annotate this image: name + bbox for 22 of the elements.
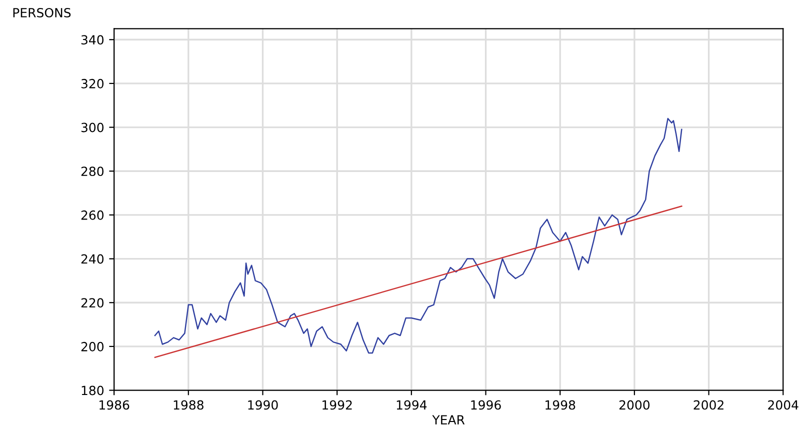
x-tick-label: 1994 bbox=[396, 400, 427, 410]
line-series bbox=[154, 118, 682, 354]
y-tick-label: 260 bbox=[81, 210, 104, 220]
y-tick-label: 220 bbox=[81, 298, 104, 308]
x-tick-label: 1988 bbox=[174, 400, 204, 410]
x-tick-label: 1986 bbox=[100, 400, 130, 410]
x-tick-label: 1998 bbox=[546, 400, 576, 410]
x-axis-title: YEAR bbox=[432, 415, 465, 424]
y-tick-label: 240 bbox=[81, 254, 104, 264]
x-tick-label: 2002 bbox=[694, 400, 724, 410]
y-axis-title: PERSONS bbox=[13, 8, 71, 18]
y-tick-label: 280 bbox=[81, 166, 104, 176]
y-tick-label: 200 bbox=[81, 342, 104, 352]
x-tick-label: 1990 bbox=[248, 400, 278, 410]
y-tick-label: 320 bbox=[81, 78, 104, 88]
y-tick-label: 340 bbox=[81, 35, 104, 45]
x-tick-label: 2004 bbox=[768, 400, 798, 410]
x-tick-label: 1996 bbox=[471, 400, 501, 410]
y-tick-label: 300 bbox=[81, 122, 104, 132]
x-tick-label: 2000 bbox=[619, 400, 650, 410]
x-tick-label: 1992 bbox=[322, 400, 352, 410]
y-tick-label: 180 bbox=[82, 386, 104, 396]
